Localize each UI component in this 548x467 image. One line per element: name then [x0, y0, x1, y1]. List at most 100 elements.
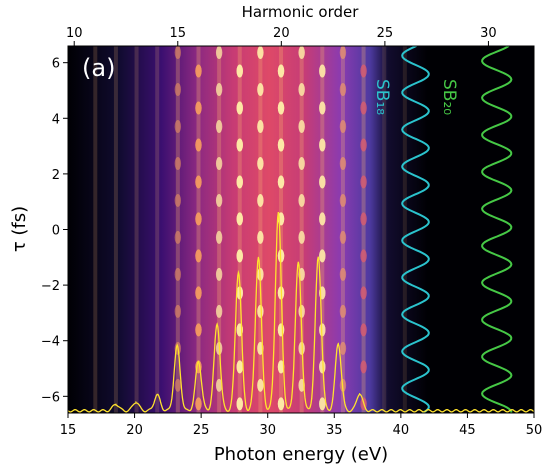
heatmap-blob — [360, 28, 366, 41]
heatmap-blob — [298, 193, 305, 207]
y-tick-label: 4 — [52, 112, 60, 127]
harmonic-stripe — [134, 46, 139, 413]
spectrum-peak-11 — [337, 342, 339, 345]
heatmap-blob — [215, 230, 223, 244]
heatmap-blob — [257, 193, 264, 207]
spectrum-peak-3 — [176, 345, 178, 347]
heatmap-blob — [174, 193, 182, 207]
heatmap-blob — [339, 230, 347, 244]
harmonic-stripe — [155, 46, 160, 413]
heatmap-blob — [257, 304, 264, 318]
y-axis-title: τ (fs) — [9, 206, 30, 252]
spectrum-peak-0 — [115, 403, 117, 405]
legend-label-sb18: SB₁₈ — [372, 79, 392, 115]
x-tick-label: 40 — [393, 423, 410, 438]
heatmap-blob — [257, 119, 264, 133]
heatmap-blob — [360, 323, 367, 337]
heatmap-blob — [360, 101, 367, 115]
harmonic-stripe — [237, 46, 242, 413]
top-tick-label: 30 — [480, 26, 497, 41]
heatmap-blob — [257, 46, 264, 60]
heatmap-blob — [360, 28, 366, 41]
harmonic-stripe — [361, 46, 366, 413]
heatmap-blob — [195, 397, 202, 411]
y-tick-label: 6 — [52, 57, 60, 72]
x-tick-label: 45 — [459, 423, 476, 438]
x-tick-label: 35 — [326, 423, 343, 438]
heatmap-blob — [237, 28, 243, 41]
top-tick-label: 10 — [66, 26, 83, 41]
heatmap-blob — [174, 304, 182, 318]
heatmap — [68, 9, 428, 429]
harmonic-stripe — [217, 46, 222, 413]
harmonic-stripe — [402, 46, 407, 413]
heatmap-blob — [216, 9, 222, 22]
heatmap-blob — [236, 397, 243, 411]
heatmap-blob — [319, 397, 326, 411]
heatmap-blob — [339, 341, 347, 355]
heatmap-blob — [319, 323, 326, 337]
heatmap-blob — [360, 286, 367, 300]
spectrum-peak-6 — [237, 270, 240, 272]
heatmap-blob — [236, 138, 243, 152]
heatmap-blob — [175, 9, 181, 22]
heatmap-blob — [195, 175, 202, 189]
top-tick-label: 15 — [169, 26, 186, 41]
heatmap-blob — [257, 156, 264, 170]
x-axis-title: Photon energy (eV) — [214, 444, 388, 465]
heatmap-blob — [339, 156, 347, 170]
harmonic-stripe — [299, 46, 304, 413]
harmonic-stripe — [340, 46, 345, 413]
heatmap-blob — [360, 249, 367, 263]
heatmap-blob — [360, 64, 367, 78]
heatmap-blob — [195, 138, 202, 152]
harmonic-stripe — [279, 46, 284, 413]
heatmap-blob — [174, 267, 182, 281]
x-tick-label: 20 — [126, 423, 143, 438]
heatmap-blob — [360, 360, 367, 374]
heatmap-envelope — [68, 46, 428, 413]
heatmap-blob — [360, 249, 367, 263]
heatmap-blob — [215, 156, 223, 170]
heatmap-blob — [237, 28, 243, 41]
heatmap-blob — [319, 28, 325, 41]
heatmap-blob — [360, 138, 367, 152]
heatmap-blob — [298, 46, 305, 60]
spectrum-peak-5 — [216, 323, 218, 325]
heatmap-blob — [195, 101, 202, 115]
y-tick-label: −2 — [41, 279, 60, 294]
heatmap-blob — [319, 249, 326, 263]
heatmap-blob — [339, 304, 347, 318]
heatmap-blob — [319, 28, 325, 41]
heatmap-blob — [174, 230, 182, 244]
heatmap-blob — [195, 64, 202, 78]
spectrum-peak-12 — [358, 392, 361, 395]
heatmap-blob — [319, 360, 326, 374]
heatmap-blob — [298, 416, 304, 429]
y-tick-label: 2 — [52, 168, 60, 183]
legend-label-sb20: SB₂₀ — [439, 79, 459, 115]
heatmap-blob — [236, 101, 243, 115]
harmonic-stripe — [382, 46, 387, 413]
heatmap-blob — [319, 212, 326, 226]
heatmap-blob — [215, 193, 223, 207]
heatmap-blob — [257, 83, 264, 97]
photon-spectrum-line — [68, 212, 534, 413]
heatmap-blob — [236, 360, 243, 374]
x-axis: 15 20 25 30 35 40 45 50 — [60, 413, 543, 438]
heatmap-blob — [339, 83, 347, 97]
heatmap-blob — [215, 119, 223, 133]
heatmap-blob — [360, 175, 367, 189]
top-axis-title: Harmonic order — [242, 3, 360, 21]
heatmap-blob — [277, 64, 285, 78]
heatmap-blob — [257, 378, 264, 392]
x-tick-label: 50 — [526, 423, 543, 438]
spectrum-peak-10 — [317, 256, 319, 258]
heatmap-blob — [339, 46, 347, 60]
spectrum-peak-8 — [277, 212, 279, 214]
heatmap-blob — [195, 28, 201, 41]
x-tick-label: 30 — [259, 423, 276, 438]
heatmap-blob — [277, 175, 285, 189]
heatmap-blob — [360, 212, 367, 226]
